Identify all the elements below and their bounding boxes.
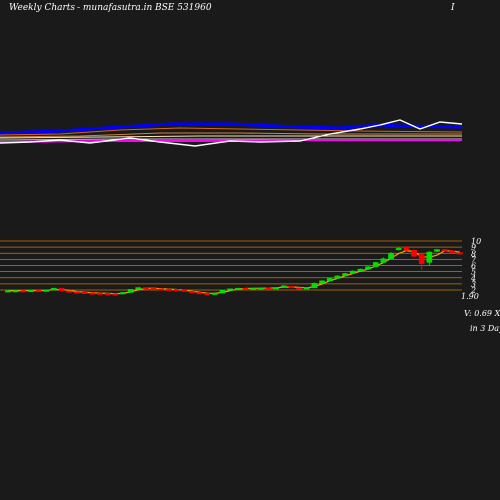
candle-body <box>380 258 387 263</box>
candle-body <box>5 290 11 293</box>
candle-body <box>349 270 356 274</box>
candle-body <box>51 287 57 291</box>
candle-body <box>143 287 149 290</box>
candle-body <box>395 248 402 251</box>
candle-body <box>150 287 157 290</box>
candles <box>5 245 463 296</box>
candle-body <box>81 291 88 294</box>
candle-body <box>43 289 50 292</box>
price-tick-7: 7 <box>471 255 477 264</box>
candle-body <box>135 287 142 290</box>
candle-body <box>173 289 180 292</box>
candle-body <box>372 262 379 267</box>
indicator-band-light <box>0 135 462 139</box>
indicator-line-white <box>0 119 463 147</box>
candle-body <box>166 288 172 291</box>
candle-body <box>89 292 96 295</box>
candle-body <box>296 287 302 290</box>
candle-body <box>181 289 188 292</box>
candle-body <box>257 287 264 290</box>
candle-body <box>196 292 203 295</box>
candle-body <box>411 249 417 257</box>
price-tick-2: 2 <box>470 286 476 295</box>
candle-body <box>204 293 211 296</box>
candle-body <box>227 288 234 291</box>
volume-label: V: 0.69 X <box>464 309 500 318</box>
candle-body <box>35 290 42 293</box>
indicator-band-grey <box>0 138 462 141</box>
candle-body <box>58 287 65 292</box>
last-price-label: 1.90 <box>461 292 479 301</box>
candle-body <box>426 251 433 263</box>
chart-title: Weekly Charts <box>9 3 76 13</box>
period-label: in 3 Days <box>470 324 500 333</box>
candle-body <box>112 293 119 296</box>
candle-body <box>28 290 34 293</box>
site-name: - munafasutra.in <box>77 3 153 13</box>
candle-body <box>334 275 341 279</box>
candle-body <box>434 249 440 252</box>
candle-body <box>66 290 73 293</box>
price-tick-8: 8 <box>471 249 476 258</box>
candle-body <box>319 280 325 284</box>
candle-body <box>449 250 456 253</box>
candle-body <box>365 266 371 270</box>
candle-body <box>211 292 218 295</box>
candle-body <box>326 278 333 282</box>
candle-body <box>74 291 80 294</box>
candle-body <box>280 285 287 288</box>
candle-body <box>158 288 165 291</box>
candle-body <box>342 273 348 277</box>
candle-body <box>104 293 111 296</box>
candle-body <box>120 292 126 295</box>
indicator-band-orange-2 <box>0 132 462 138</box>
candle-body <box>189 290 195 293</box>
candle-body <box>403 246 410 251</box>
candle-body <box>219 290 226 294</box>
candle-body <box>273 287 279 290</box>
candle-body <box>357 268 364 272</box>
price-tick-5: 5 <box>471 268 476 277</box>
candle-body <box>12 290 19 293</box>
price-gridlines <box>0 240 462 291</box>
price-tick-10: 10 <box>471 237 481 246</box>
candle-body <box>265 287 272 290</box>
candle-body <box>388 253 394 260</box>
price-tick-9: 9 <box>471 243 476 252</box>
candle-body <box>234 287 241 290</box>
price-tick-6: 6 <box>471 262 476 271</box>
indicator-band-blue <box>0 122 463 135</box>
stock-symbol: BSE 531960 <box>155 3 212 13</box>
header-marker: I <box>451 3 455 13</box>
candle-body <box>250 287 257 290</box>
candle-body <box>288 286 295 289</box>
price-tick-4: 4 <box>470 274 476 283</box>
price-tick-3: 3 <box>471 280 476 289</box>
candle-body <box>303 287 310 290</box>
candle-body <box>457 252 463 255</box>
candle-body <box>127 289 134 293</box>
candle-body <box>20 290 27 293</box>
candle-body <box>418 254 425 264</box>
candle-body <box>242 287 249 290</box>
candle-body <box>311 283 318 289</box>
candle-body <box>97 292 103 295</box>
indicator-bands <box>0 119 463 147</box>
candle-body <box>441 249 448 252</box>
